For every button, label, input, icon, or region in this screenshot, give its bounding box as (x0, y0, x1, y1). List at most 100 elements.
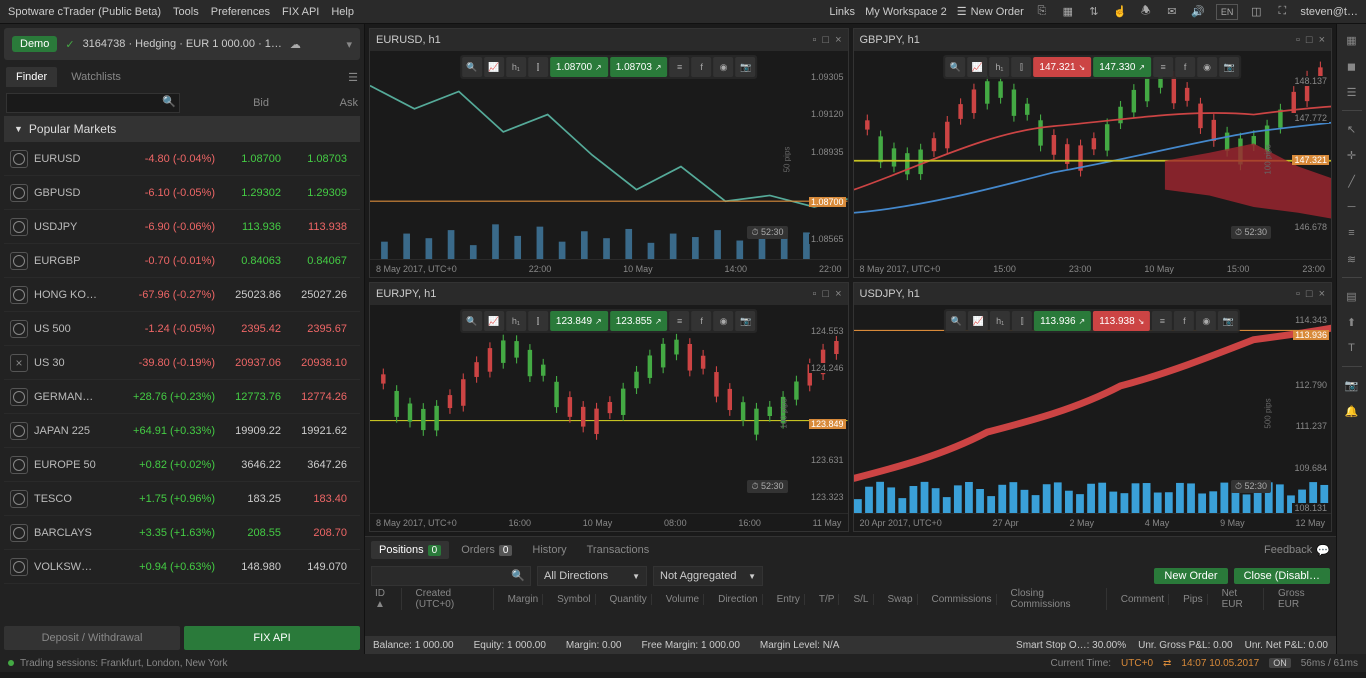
market-row[interactable]: US 30 -39.80 (-0.19%) 20937.06 20938.10 (4, 346, 360, 380)
aggregated-dropdown[interactable]: Not Aggregated ▼ (653, 566, 763, 586)
sound-icon[interactable]: 🔊 (1190, 4, 1206, 20)
close-icon[interactable]: × (1319, 288, 1325, 300)
detach-icon[interactable]: ▫ (1296, 288, 1300, 300)
ask-price[interactable]: 1.08703↗ (610, 57, 668, 77)
market-row[interactable]: EURUSD -4.80 (-0.04%) 1.08700 1.08703 (4, 142, 360, 176)
menu-help[interactable]: Help (331, 6, 354, 18)
category-header[interactable]: ▼ Popular Markets (4, 116, 360, 142)
cursor-icon[interactable]: ↖ (1344, 121, 1360, 137)
timeframe-h1[interactable]: h₁ (990, 311, 1010, 331)
indicator-icon[interactable]: ⫿ (528, 57, 548, 77)
maximize-icon[interactable]: □ (822, 34, 829, 46)
bid-price[interactable]: 1.08700↗ (550, 57, 608, 77)
market-row[interactable]: HONG KO… -67.96 (-0.27%) 25023.86 25027.… (4, 278, 360, 312)
menu-links[interactable]: Links (829, 6, 855, 18)
close-icon[interactable]: × (1319, 34, 1325, 46)
market-row[interactable]: VOLKSW… +0.94 (+0.63%) 148.980 149.070 (4, 550, 360, 584)
position-header[interactable]: Net EUR (1218, 588, 1264, 610)
chart-type-icon[interactable]: 📈 (968, 311, 988, 331)
ruler-icon[interactable]: ▤ (1344, 288, 1360, 304)
menu-fixapi[interactable]: FIX API (282, 6, 319, 18)
tab-watchlists[interactable]: Watchlists (61, 67, 131, 87)
maximize-icon[interactable]: □ (1306, 288, 1313, 300)
window-icon[interactable]: ◫ (1248, 4, 1264, 20)
timeframe-h1[interactable]: h₁ (989, 57, 1009, 77)
text-icon[interactable]: T (1344, 340, 1360, 356)
camera-icon[interactable]: 📷 (1344, 377, 1360, 393)
grid-icon[interactable]: ▦ (1344, 32, 1360, 48)
tab-transactions[interactable]: Transactions (579, 541, 658, 559)
market-row[interactable]: EUROPE 50 +0.82 (+0.02%) 3646.22 3647.26 (4, 448, 360, 482)
hand-icon[interactable]: ☝ (1112, 4, 1128, 20)
camera-icon[interactable]: 📷 (1219, 57, 1239, 77)
app-title[interactable]: Spotware cTrader (Public Beta) (8, 6, 161, 18)
detach-icon[interactable]: ▫ (1296, 34, 1300, 46)
position-header[interactable]: Symbol (553, 594, 595, 605)
market-row[interactable]: US 500 -1.24 (-0.05%) 2395.42 2395.67 (4, 312, 360, 346)
share-fb-icon[interactable]: f (1175, 57, 1195, 77)
camera-icon[interactable]: 📷 (736, 57, 756, 77)
on-toggle[interactable]: ON (1269, 658, 1291, 668)
indicator-icon[interactable]: ⫿ (528, 311, 548, 331)
share-fb-icon[interactable]: f (692, 311, 712, 331)
fullscreen-icon[interactable]: ⛶ (1274, 4, 1290, 20)
position-header[interactable]: Closing Commissions (1007, 588, 1107, 610)
bid-price[interactable]: 123.849↗ (550, 311, 608, 331)
bid-price[interactable]: 113.936↗ (1034, 311, 1091, 331)
square-icon[interactable]: ◼ (1344, 58, 1360, 74)
settings-icon[interactable]: ≡ (1153, 57, 1173, 77)
market-row[interactable]: USDJPY -6.90 (-0.06%) 113.936 113.938 (4, 210, 360, 244)
share-fb-icon[interactable]: f (692, 57, 712, 77)
hline-icon[interactable]: ─ (1344, 199, 1360, 215)
market-row[interactable]: TESCO +1.75 (+0.96%) 183.25 183.40 (4, 482, 360, 516)
positions-search-input[interactable] (371, 566, 531, 586)
share-tw-icon[interactable]: ◉ (1196, 311, 1216, 331)
position-header[interactable]: Created (UTC+0) (412, 588, 494, 610)
timeframe-h1[interactable]: h₁ (506, 57, 526, 77)
lang-badge[interactable]: EN (1216, 4, 1239, 20)
settings-icon[interactable]: ≡ (1152, 311, 1172, 331)
arrow-up-icon[interactable]: ⬆ (1344, 314, 1360, 330)
directions-dropdown[interactable]: All Directions ▼ (537, 566, 647, 586)
position-header[interactable]: Comment (1117, 594, 1169, 605)
position-header[interactable]: ID ▲ (371, 588, 402, 610)
settings-icon[interactable]: ≡ (670, 57, 690, 77)
indicator-icon[interactable]: ⫿ (1011, 57, 1031, 77)
tab-orders[interactable]: Orders 0 (453, 541, 520, 559)
bottom-new-order-button[interactable]: New Order (1154, 568, 1227, 584)
chart-type-icon[interactable]: 📈 (484, 57, 504, 77)
alert-icon[interactable]: 🔔 (1344, 403, 1360, 419)
feedback-link[interactable]: Feedback 💬 (1264, 544, 1330, 557)
market-row[interactable]: GERMAN… +28.76 (+0.23%) 12773.76 12774.2… (4, 380, 360, 414)
bell-icon[interactable]: 🕭 (1138, 4, 1154, 20)
user-menu[interactable]: steven@t… (1300, 6, 1358, 18)
camera-icon[interactable]: 📷 (1218, 311, 1238, 331)
zoom-icon[interactable]: 🔍 (946, 311, 966, 331)
chart-body[interactable]: 1.093051.091201.089351.087001.08565 50 p… (370, 51, 848, 259)
line-icon[interactable]: ╱ (1344, 173, 1360, 189)
position-header[interactable]: Pips (1179, 594, 1207, 605)
camera-icon[interactable]: 📷 (736, 311, 756, 331)
position-header[interactable]: Commissions (928, 594, 997, 605)
menu-tools[interactable]: Tools (173, 6, 199, 18)
zoom-icon[interactable]: 🔍 (462, 57, 482, 77)
market-row[interactable]: BARCLAYS +3.35 (+1.63%) 208.55 208.70 (4, 516, 360, 550)
crosshair-icon[interactable]: ✛ (1344, 147, 1360, 163)
share-tw-icon[interactable]: ◉ (1197, 57, 1217, 77)
position-header[interactable]: T/P (815, 594, 840, 605)
settings-icon[interactable]: ≡ (670, 311, 690, 331)
layout-icon-1[interactable]: ⎘ (1034, 4, 1050, 20)
detach-icon[interactable]: ▫ (813, 34, 817, 46)
menu-preferences[interactable]: Preferences (211, 6, 270, 18)
market-row[interactable]: GBPUSD -6.10 (-0.05%) 1.29302 1.29309 (4, 176, 360, 210)
position-header[interactable]: Volume (662, 594, 704, 605)
detach-icon[interactable]: ▫ (813, 288, 817, 300)
menu-workspace[interactable]: My Workspace 2 (865, 6, 947, 18)
account-bar[interactable]: Demo ✓ 3164738 · Hedging · EUR 1 000.00 … (4, 28, 360, 60)
market-row[interactable]: JAPAN 225 +64.91 (+0.33%) 19909.22 19921… (4, 414, 360, 448)
ask-price[interactable]: 147.330↗ (1093, 57, 1151, 77)
position-header[interactable]: S/L (849, 594, 873, 605)
chart-type-icon[interactable]: 📈 (484, 311, 504, 331)
ask-price[interactable]: 123.855↗ (610, 311, 668, 331)
list-icon[interactable]: ☰ (1344, 84, 1360, 100)
